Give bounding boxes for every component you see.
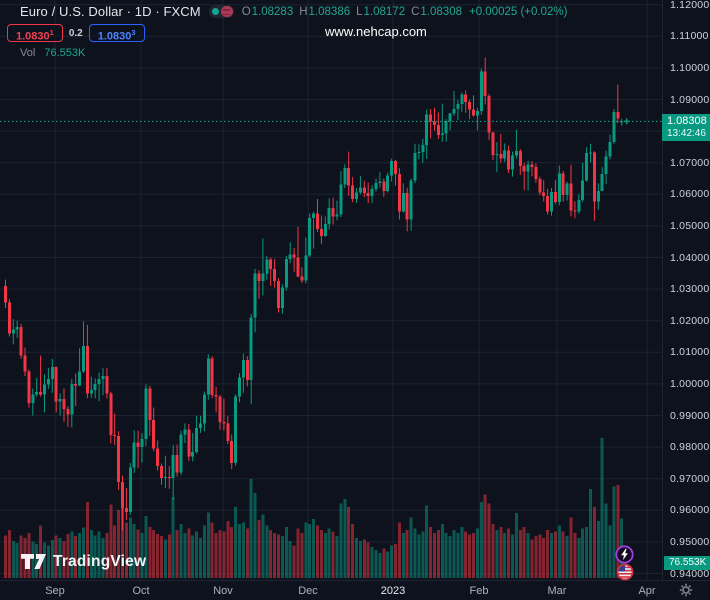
volume-legend: Vol 76.553K — [20, 47, 85, 59]
bar-countdown: 13:42:46 — [667, 128, 706, 140]
high-value: 1.08386 — [308, 5, 351, 18]
price-axis-label: 0.98000 — [670, 441, 710, 454]
panel-lines-icon — [220, 6, 233, 17]
market-open-dot-icon — [211, 8, 219, 15]
price-axis-label: 1.06000 — [670, 188, 710, 201]
buy-price: 1.0830 — [97, 30, 132, 43]
website-watermark: www.nehcap.com — [325, 24, 427, 39]
price-axis-label: 0.95000 — [670, 535, 710, 548]
price-axis-label: 1.00000 — [670, 377, 710, 390]
symbol-title[interactable]: Euro / U.S. Dollar · 1D · FXCM — [20, 4, 201, 19]
price-axis-label: 1.11000 — [670, 30, 709, 43]
price-axis-label: 0.94000 — [670, 567, 710, 580]
open-label: O — [241, 5, 251, 18]
time-axis-label: Dec — [298, 585, 318, 597]
tradingview-glyph-icon — [21, 554, 46, 569]
vol-value: 76.553K — [44, 47, 86, 59]
close-value: 1.08308 — [420, 5, 462, 18]
price-axis-label: 1.09000 — [670, 93, 710, 106]
grid-lines — [0, 0, 662, 580]
price-axis-label: 1.04000 — [670, 251, 710, 264]
gear-icon[interactable] — [679, 583, 693, 597]
price-axis-label: 1.05000 — [670, 219, 710, 232]
time-axis-label: Nov — [213, 585, 233, 597]
ohlc-values: O1.08283 H1.08386 L1.08172 C1.08308 +0.0… — [242, 6, 568, 18]
buy-sell-panel-toggle[interactable] — [208, 5, 234, 18]
tradingview-logo[interactable]: TradingView — [20, 552, 146, 571]
time-axis-label: Oct — [132, 585, 150, 597]
price-pointer-icon — [623, 118, 630, 125]
price-axis-label: 1.02000 — [670, 314, 710, 327]
price-axis-label: 1.03000 — [670, 283, 710, 296]
price-axis[interactable]: 1.12000 1.11000 1.10000 1.09000 1.07000 1.060… — [662, 0, 710, 580]
vol-label[interactable]: Vol — [20, 47, 36, 59]
price-axis-label: 1.10000 — [670, 61, 710, 74]
price-axis-label: 1.12000 — [670, 0, 710, 11]
time-axis-label: Sep — [45, 585, 65, 597]
volume-bars — [4, 438, 624, 578]
time-axis-label: Feb — [469, 585, 489, 597]
change-value: +0.00025 (+0.02%) — [469, 5, 568, 18]
candlesticks — [4, 57, 624, 531]
price-axis-label: 1.01000 — [670, 346, 710, 359]
trade-buttons-row: 1.08301 0.2 1.08303 — [7, 24, 145, 43]
buy-price-pip: 3 — [131, 28, 136, 37]
sell-price: 1.0830 — [16, 30, 50, 43]
close-label: C — [411, 5, 420, 18]
open-value: 1.08283 — [251, 5, 294, 18]
symbol-legend: Euro / U.S. Dollar · 1D · FXCM O1.08283 … — [20, 4, 567, 19]
time-axis-label: 2023 — [380, 585, 406, 597]
buy-button[interactable]: 1.08303 — [88, 24, 145, 43]
price-axis-label: 0.97000 — [670, 472, 710, 485]
spread-value: 0.2 — [68, 27, 83, 39]
last-price-value: 1.08308 — [667, 115, 707, 128]
last-price-badge: 1.08308 13:42:46 — [662, 114, 710, 142]
time-axis[interactable]: Sep Oct Nov Dec 2023 Feb Mar Apr — [0, 580, 710, 600]
low-label: L — [356, 5, 363, 18]
price-axis-label: 1.07000 — [670, 156, 710, 169]
volume-axis-badge: 76.553K — [664, 556, 710, 570]
time-axis-label: Mar — [547, 585, 567, 597]
axis-settings-corner — [662, 580, 710, 600]
economic-event-icon[interactable] — [615, 545, 634, 569]
us-flag-event-icon[interactable] — [616, 563, 634, 586]
tradingview-wordmark: TradingView — [53, 552, 147, 570]
time-axis-label: Apr — [638, 585, 656, 597]
high-label: H — [299, 5, 308, 18]
sell-button[interactable]: 1.08301 — [7, 24, 63, 43]
sell-price-pip: 1 — [49, 28, 54, 37]
low-value: 1.08172 — [363, 5, 406, 18]
price-axis-label: 0.96000 — [670, 504, 710, 517]
price-axis-label: 0.99000 — [670, 409, 710, 422]
